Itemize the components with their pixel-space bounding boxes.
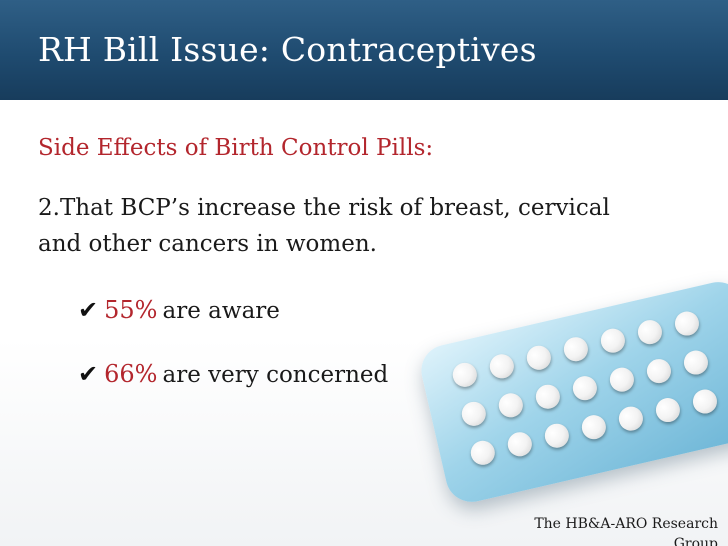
pill — [505, 429, 535, 459]
slide-subtitle: Side Effects of Birth Control Pills: — [38, 135, 434, 161]
pill — [459, 399, 489, 429]
pill — [533, 382, 563, 412]
bullet-item: ✔ 66% are very concerned — [78, 354, 388, 398]
pill — [561, 334, 591, 364]
pill — [570, 373, 600, 403]
pill — [690, 387, 720, 416]
body-text: 2.That BCP’s increase the risk of breast… — [38, 195, 610, 257]
check-mark-icon: ✔ — [78, 360, 99, 388]
bullet-percent: 55% — [104, 296, 158, 324]
pill — [496, 390, 526, 420]
pill — [607, 365, 637, 395]
pill — [653, 395, 683, 425]
bullet-list: ✔ 55% are aware ✔ 66% are very concerned — [78, 290, 388, 418]
pill — [468, 438, 498, 468]
pill — [598, 326, 628, 356]
pill — [450, 360, 480, 390]
pill — [542, 421, 572, 451]
footer-credit: The HB&A-ARO Research Group — [534, 516, 718, 546]
pill — [616, 404, 646, 433]
pill — [644, 356, 674, 386]
bullet-percent: 66% — [104, 360, 158, 388]
bullet-text: are very concerned — [162, 362, 389, 388]
bullet-item: ✔ 55% are aware — [78, 290, 388, 334]
pill — [487, 351, 517, 381]
check-mark-icon: ✔ — [78, 296, 99, 324]
pill — [672, 309, 702, 338]
bullet-text: are aware — [162, 298, 280, 324]
pill-pack-image — [416, 276, 728, 508]
pill — [635, 317, 665, 347]
pill — [579, 412, 609, 442]
pill — [681, 348, 711, 377]
pill — [524, 343, 554, 373]
slide-title: RH Bill Issue: Contraceptives — [38, 30, 537, 69]
title-bar: RH Bill Issue: Contraceptives — [0, 0, 728, 100]
